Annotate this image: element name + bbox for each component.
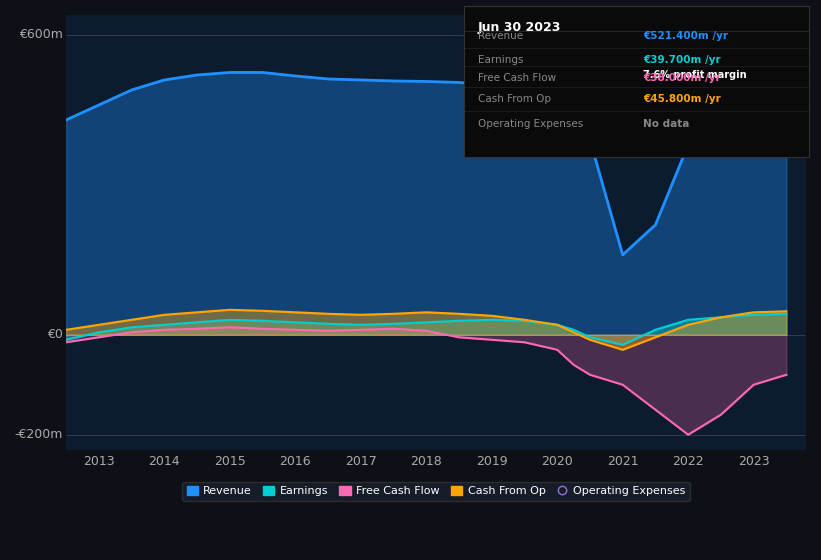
Text: Free Cash Flow: Free Cash Flow <box>478 73 556 83</box>
Text: €45.800m /yr: €45.800m /yr <box>643 94 721 104</box>
Text: €0: €0 <box>47 328 63 341</box>
Text: €521.400m /yr: €521.400m /yr <box>643 31 728 41</box>
Legend: Revenue, Earnings, Free Cash Flow, Cash From Op, Operating Expenses: Revenue, Earnings, Free Cash Flow, Cash … <box>182 482 690 501</box>
Text: €38.000m /yr: €38.000m /yr <box>643 73 721 83</box>
Text: €600m: €600m <box>19 29 63 41</box>
Text: Jun 30 2023: Jun 30 2023 <box>478 21 561 34</box>
Text: 7.6% profit margin: 7.6% profit margin <box>643 70 747 80</box>
Text: Cash From Op: Cash From Op <box>478 94 551 104</box>
Text: Earnings: Earnings <box>478 55 523 65</box>
Text: -€200m: -€200m <box>15 428 63 441</box>
Text: No data: No data <box>643 119 690 129</box>
Text: Operating Expenses: Operating Expenses <box>478 119 583 129</box>
Text: Revenue: Revenue <box>478 31 523 41</box>
Text: €39.700m /yr: €39.700m /yr <box>643 55 721 65</box>
